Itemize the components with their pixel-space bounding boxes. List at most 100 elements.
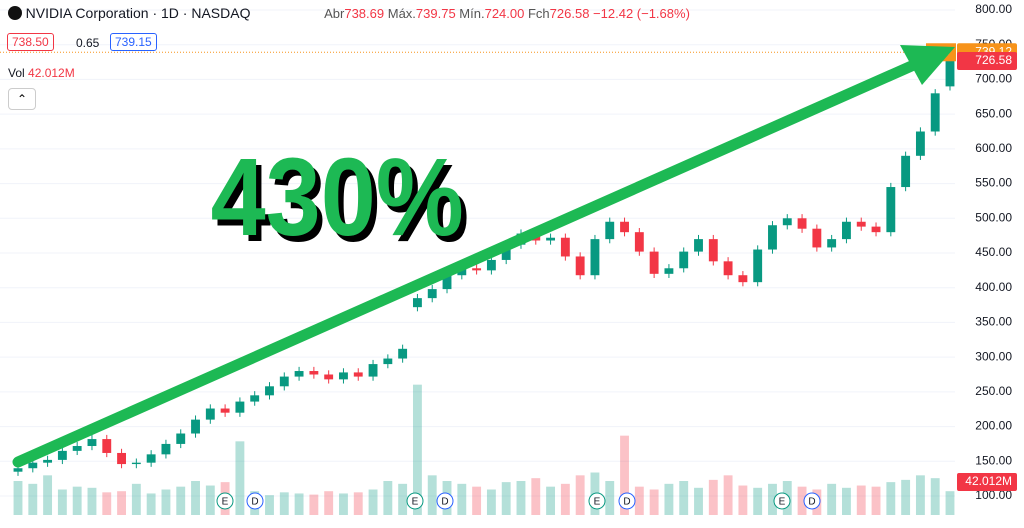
trend-arrow: [12, 54, 931, 468]
annotation: 430%: [211, 136, 464, 259]
volume-bar: [472, 486, 482, 515]
volume-bar: [486, 489, 496, 515]
volume-bar: [205, 485, 215, 515]
arrow-head: [900, 45, 955, 85]
volume-bar: [368, 489, 378, 515]
candle-body: [605, 221, 615, 240]
volume-bar: [930, 478, 940, 515]
logo: [8, 6, 22, 20]
open-label: Abr: [324, 6, 345, 21]
candle-body: [131, 462, 141, 465]
candle-body: [28, 462, 38, 469]
candle-body: [590, 239, 600, 276]
y-tick-label: 700.00: [975, 72, 1012, 86]
event-label: E: [779, 497, 786, 508]
volume-bar: [117, 491, 126, 515]
y-tick-label: 500.00: [975, 210, 1012, 224]
candle-body: [708, 239, 718, 262]
volume-bar: [842, 487, 851, 515]
candle-body: [546, 237, 556, 241]
annotation-shadow: 430%: [216, 142, 469, 265]
event-marker: [406, 492, 424, 510]
event-marker: [773, 492, 791, 510]
candle-body: [560, 237, 570, 257]
volume-bar: [753, 487, 763, 515]
candle-body: [442, 275, 452, 290]
open-value: 738.69: [344, 6, 385, 21]
volume-bar: [57, 489, 67, 515]
symbol-title: NVIDIA Corporation · 1D · NASDAQ: [25, 5, 251, 21]
price-axis-bg: [955, 0, 1024, 528]
candle-body: [753, 249, 763, 283]
event-marker: [803, 492, 821, 510]
volume-bar: [723, 475, 733, 515]
bid[interactable]: 738.50: [7, 33, 54, 51]
event-marker: [618, 492, 636, 510]
volume-bar: [146, 493, 156, 515]
volume-bar: [546, 486, 556, 515]
candle-body: [324, 374, 334, 380]
volume-tag-label: 42.012M: [965, 474, 1012, 488]
volume-bar: [501, 482, 511, 515]
y-tick-label: 100.00: [975, 488, 1012, 502]
candle-body: [220, 408, 230, 413]
event-marker: [588, 492, 606, 510]
volume-bar: [427, 475, 437, 515]
candle-body: [827, 239, 837, 248]
volume-bar: [797, 486, 807, 515]
candle-body: [664, 268, 674, 274]
volume-bar: [827, 483, 837, 515]
candle-body: [930, 93, 940, 132]
ask[interactable]: 739.15: [110, 33, 157, 51]
volume-bar: [856, 485, 866, 515]
candle-body: [457, 268, 467, 276]
candle-body: [679, 251, 689, 269]
candle-body: [634, 232, 644, 252]
volume-bar: [279, 492, 289, 515]
low-label: Mín.: [459, 6, 485, 21]
y-tick-label: 450.00: [975, 245, 1012, 259]
candle-body: [191, 419, 200, 434]
volume-bar: [634, 486, 644, 515]
volume-bar: [161, 489, 171, 515]
volume-bar: [383, 481, 393, 515]
candle-body: [339, 372, 348, 380]
volume-bar: [560, 483, 570, 515]
volume-bar: [901, 479, 911, 515]
volume-bar: [191, 481, 200, 515]
volume-bar: [13, 481, 23, 515]
volume-bar: [457, 483, 467, 515]
y-tick-label: 650.00: [975, 106, 1012, 120]
collapse-button[interactable]: ⌃: [8, 88, 36, 110]
candle-body: [43, 459, 53, 463]
volume-bar: [708, 479, 718, 515]
candle-body: [901, 155, 911, 188]
candle-body: [797, 218, 807, 229]
volume-bar: [353, 492, 363, 515]
volume-bar: [945, 491, 955, 515]
volume-bar: [131, 483, 141, 515]
last-price-tag: [957, 51, 1017, 70]
candle-body: [250, 395, 260, 402]
candle-body: [842, 221, 851, 240]
high-value: 739.75: [415, 6, 456, 21]
candle-body: [279, 376, 289, 387]
volume-bar: [768, 483, 777, 515]
close-label: Fch: [527, 6, 550, 21]
candle-body: [383, 358, 393, 365]
volume-bar: [738, 485, 748, 515]
candle-body: [945, 60, 955, 87]
volume-bar: [339, 493, 348, 515]
candle-body: [768, 225, 777, 250]
volume-bar: [679, 481, 689, 515]
volume-bar: [294, 493, 304, 515]
candle-body: [694, 239, 703, 252]
volume-bar: [176, 486, 186, 515]
volume-bar: [620, 435, 629, 515]
volume-bar: [694, 487, 703, 515]
event-label: D: [441, 497, 448, 508]
y-tick-label: 600.00: [975, 141, 1012, 155]
volume-bar: [43, 475, 53, 515]
